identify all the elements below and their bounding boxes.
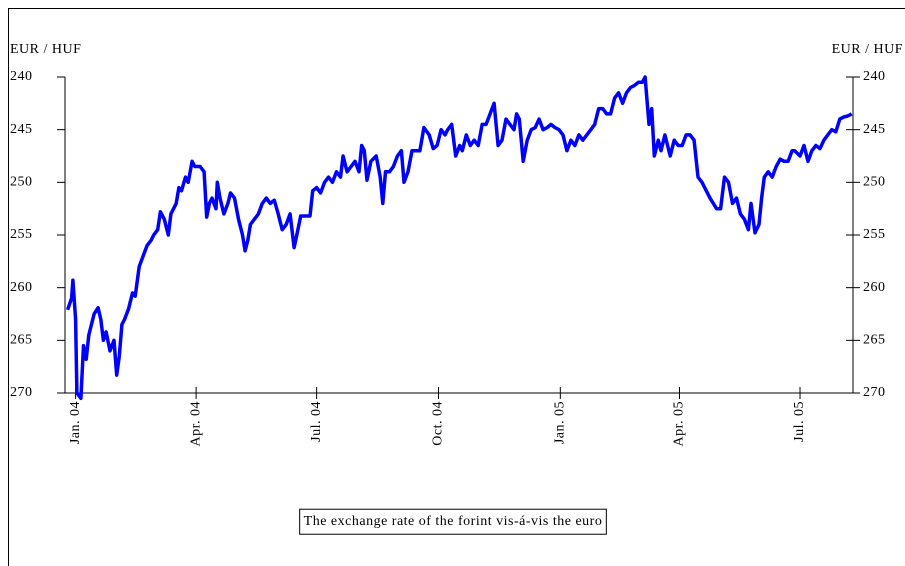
y2-tick-label: 255 (863, 227, 886, 242)
y2-tick-label: 260 (863, 280, 886, 295)
legend-box (299, 508, 607, 535)
series-line (65, 75, 853, 401)
y2-tick-label: 240 (863, 69, 886, 84)
y2-tick-label: 265 (863, 333, 886, 348)
y-axis-title: EUR / HUF (10, 42, 81, 57)
y-tick-label: 255 (10, 227, 33, 242)
y2-tick-label: 270 (863, 385, 886, 400)
y2-axis-title: EUR / HUF (832, 42, 903, 57)
y-tick-label: 240 (10, 69, 33, 84)
frame (8, 8, 905, 566)
x-tick-label: Apr. 04 (188, 401, 203, 447)
y-tick-label: 270 (10, 385, 33, 400)
x-tick-label: Jan. 04 (68, 401, 83, 444)
y2-tick-label: 250 (863, 175, 886, 190)
y-tick-label: 260 (10, 280, 33, 295)
x-tick-label: Apr. 05 (672, 401, 687, 447)
x-tick-label: Jul. 04 (309, 401, 324, 442)
legend-label: The exchange rate of the forint vis-á-vi… (304, 514, 603, 529)
x-tick-label: Jul. 05 (792, 401, 807, 442)
y2-tick-label: 245 (863, 122, 886, 137)
x-tick-label: Oct. 04 (431, 401, 446, 446)
y-tick-label: 265 (10, 333, 33, 348)
x-tick-label: Jan. 05 (553, 401, 568, 444)
y-tick-label: 245 (10, 122, 33, 137)
y-tick-label: 250 (10, 175, 33, 190)
